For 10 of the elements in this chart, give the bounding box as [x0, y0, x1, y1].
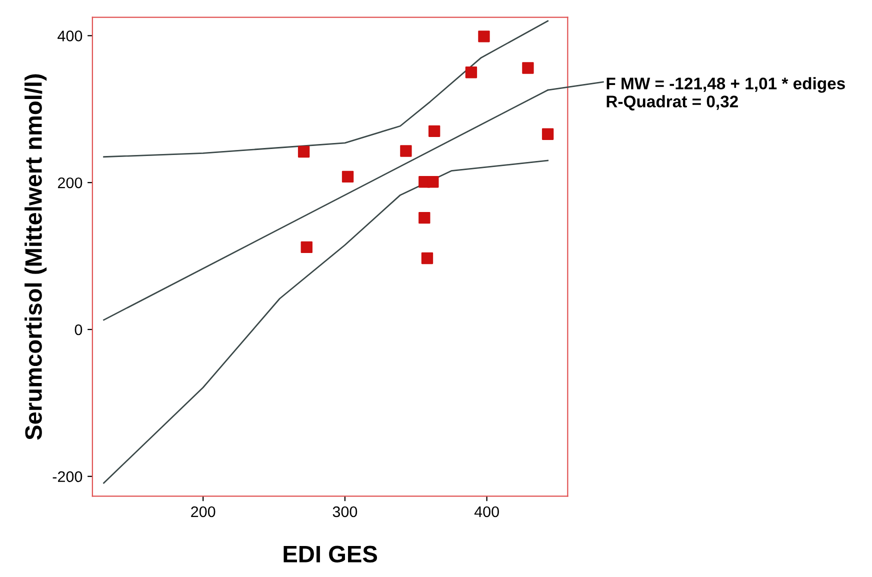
x-tick-label: 200	[191, 506, 216, 518]
y-axis-title: Serumcortisol (Mittelwert nmol/l)	[24, 74, 47, 440]
x-tick-label: 300	[332, 506, 358, 518]
y-tick-label: 0	[74, 324, 82, 336]
y-tick-label: -200	[52, 471, 82, 482]
x-axis-title: EDI GES	[284, 546, 378, 563]
x-tick-label: 400	[474, 506, 499, 518]
annotation: F MW = -121,48 + 1,01 * ediges R-Quadrat = 0,32	[606, 77, 845, 111]
y-tick-label: 200	[58, 177, 82, 188]
y-tick-label: 400	[58, 30, 82, 42]
